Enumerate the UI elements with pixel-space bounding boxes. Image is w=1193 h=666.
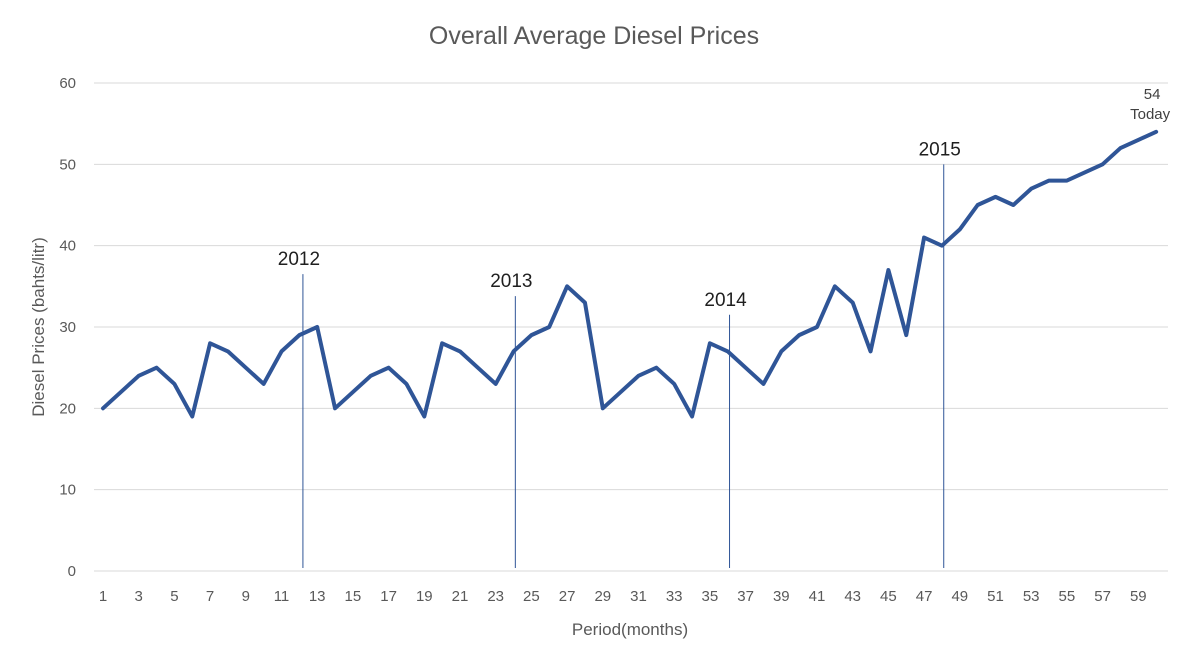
year-markers: 2012 2013 2014 2015: [278, 139, 961, 568]
y-tick-label: 10: [59, 482, 76, 499]
x-tick-label: 53: [1023, 588, 1040, 605]
y-tick-label: 60: [59, 75, 76, 92]
x-tick-label: 13: [309, 588, 326, 605]
x-tick-label: 3: [135, 588, 143, 605]
x-tick-label: 29: [594, 588, 611, 605]
x-tick-label: 49: [951, 588, 968, 605]
x-tick-label: 33: [666, 588, 683, 605]
year-marker-label: 2015: [919, 139, 961, 160]
end-value-label: 54: [1144, 86, 1161, 103]
end-label: 54 Today: [1130, 86, 1171, 123]
x-tick-label: 37: [737, 588, 754, 605]
x-tick-label: 5: [170, 588, 178, 605]
chart-title: Overall Average Diesel Prices: [429, 22, 759, 50]
x-tick-label: 39: [773, 588, 790, 605]
x-axis-ticks: 1 3 5 7 9 11 13 15 17 19 21 23 25 27 29 31 33 35 37 39 41 43 4…: [99, 588, 1147, 605]
y-axis-ticks: 0 10 20 30 40 50 60: [59, 75, 76, 580]
y-tick-label: 50: [59, 156, 76, 173]
x-tick-label: 21: [452, 588, 469, 605]
x-tick-label: 55: [1059, 588, 1076, 605]
y-tick-label: 0: [68, 563, 76, 580]
x-tick-label: 25: [523, 588, 540, 605]
x-axis-label: Period(months): [572, 620, 688, 639]
x-tick-label: 31: [630, 588, 647, 605]
y-tick-label: 40: [59, 238, 76, 255]
x-tick-label: 35: [702, 588, 719, 605]
x-tick-label: 19: [416, 588, 433, 605]
x-tick-label: 1: [99, 588, 107, 605]
x-tick-label: 45: [880, 588, 897, 605]
x-tick-label: 59: [1130, 588, 1147, 605]
x-tick-label: 11: [274, 588, 290, 605]
x-tick-label: 15: [345, 588, 362, 605]
gridlines: [94, 82, 1168, 572]
year-marker-label: 2014: [704, 290, 747, 311]
x-tick-label: 17: [380, 588, 397, 605]
end-today-label: Today: [1130, 106, 1171, 123]
data-series-line: [101, 129, 1159, 419]
year-marker-label: 2012: [278, 249, 320, 270]
series-layer: [101, 129, 1159, 419]
y-tick-label: 20: [59, 400, 76, 417]
x-tick-label: 7: [206, 588, 214, 605]
x-tick-label: 43: [844, 588, 861, 605]
x-tick-label: 51: [987, 588, 1004, 605]
y-tick-label: 30: [59, 319, 76, 336]
y-axis-label: Diesel Prices (bahts/litr): [29, 237, 48, 417]
x-tick-label: 9: [242, 588, 250, 605]
year-marker-label: 2013: [490, 271, 532, 292]
x-tick-label: 41: [809, 588, 826, 605]
x-tick-label: 57: [1094, 588, 1111, 605]
x-tick-label: 27: [559, 588, 576, 605]
x-tick-label: 23: [487, 588, 504, 605]
x-tick-label: 47: [916, 588, 933, 605]
